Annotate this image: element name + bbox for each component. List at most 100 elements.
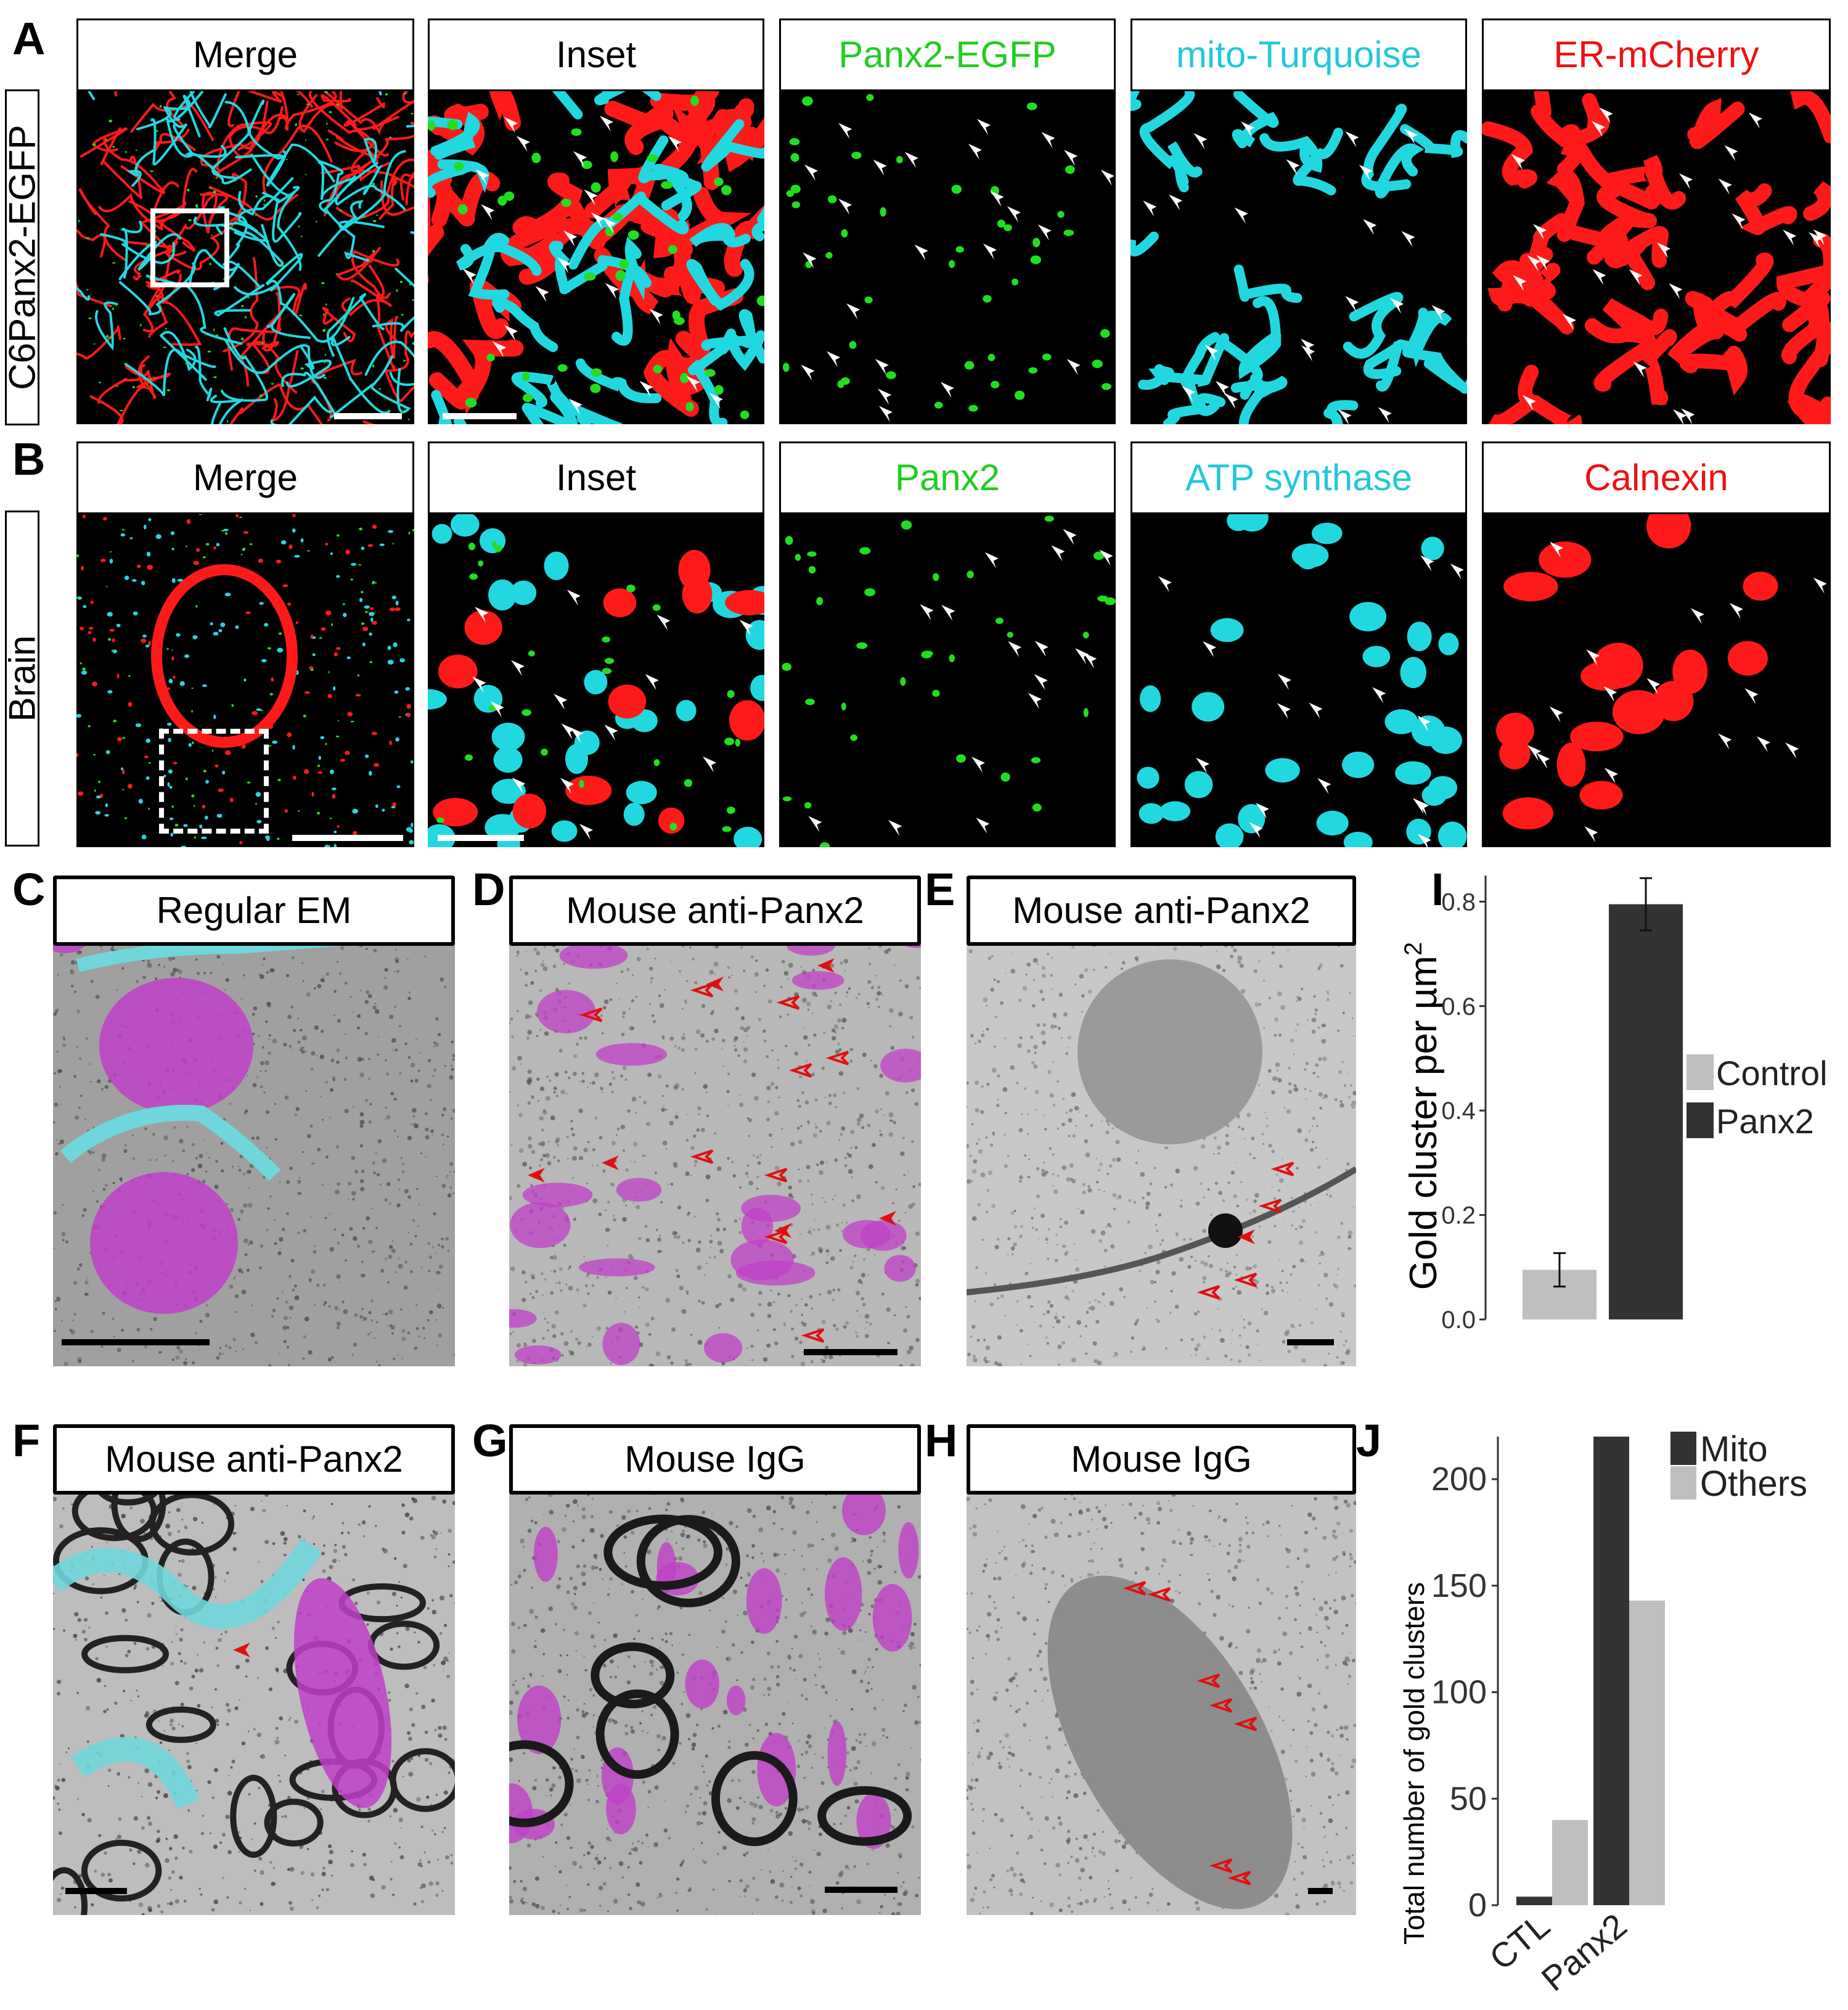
texture-dot — [1336, 1356, 1339, 1358]
texture-dot — [754, 972, 759, 977]
texture-dot — [826, 1120, 831, 1126]
texture-dot — [395, 1048, 398, 1052]
signal-blob — [318, 755, 322, 760]
texture-dot — [256, 1136, 260, 1140]
texture-dot — [1036, 1167, 1040, 1171]
texture-dot — [1011, 953, 1013, 954]
texture-dot — [399, 1855, 404, 1860]
texture-dot — [1352, 1091, 1356, 1096]
texture-dot — [339, 1309, 341, 1311]
texture-dot — [438, 1333, 442, 1338]
texture-dot — [449, 1186, 452, 1189]
texture-dot — [178, 1560, 181, 1562]
texture-dot — [802, 998, 807, 1003]
texture-dot — [798, 1075, 803, 1079]
texture-dot — [978, 1138, 981, 1141]
texture-dot — [915, 1231, 920, 1236]
texture-dot — [549, 1256, 553, 1260]
texture-dot — [441, 1183, 446, 1188]
texture-dot — [215, 1596, 217, 1598]
texture-dot — [200, 1893, 203, 1896]
texture-dot — [453, 1353, 455, 1356]
texture-dot — [1271, 1186, 1273, 1188]
signal-blob — [329, 818, 332, 819]
signal-blob — [322, 313, 325, 316]
texture-dot — [717, 1218, 721, 1222]
texture-dot — [227, 1850, 232, 1855]
texture-dot — [105, 1646, 108, 1647]
texture-dot — [1203, 1196, 1206, 1199]
texture-dot — [755, 991, 758, 993]
texture-dot — [368, 1077, 370, 1080]
texture-dot — [247, 1268, 250, 1272]
texture-dot — [425, 1156, 427, 1158]
signal-blob — [1539, 541, 1592, 578]
arrowhead-icon — [827, 351, 841, 367]
texture-dot — [142, 975, 147, 980]
texture-dot — [84, 1625, 86, 1626]
texture-dot — [251, 1012, 255, 1016]
texture-dot — [558, 1049, 563, 1053]
texture-dot — [298, 1535, 301, 1539]
signal-blob — [726, 806, 735, 814]
texture-dot — [240, 1209, 244, 1214]
texture-dot — [529, 1166, 533, 1170]
signal-blob — [259, 709, 263, 712]
arrowhead-icon — [668, 136, 682, 152]
signal-blob — [819, 842, 830, 847]
open-arrowhead-icon — [764, 1168, 788, 1183]
texture-dot — [104, 1851, 107, 1855]
texture-dot — [1166, 1146, 1169, 1149]
scale-bar — [1287, 1339, 1334, 1345]
arrowhead-icon — [475, 607, 489, 623]
texture-dot — [750, 1344, 754, 1348]
arrowhead-icon — [1338, 409, 1352, 424]
texture-dot — [1227, 1262, 1229, 1265]
texture-dot — [557, 1159, 560, 1163]
signal-tubule — [658, 101, 754, 177]
texture-dot — [192, 1586, 197, 1591]
texture-dot — [574, 1337, 579, 1341]
texture-dot — [854, 1146, 858, 1149]
texture-dot — [1106, 1223, 1111, 1227]
signal-blob — [362, 216, 366, 218]
texture-dot — [1020, 1363, 1023, 1365]
texture-dot — [164, 1154, 166, 1157]
texture-dot — [1209, 1263, 1214, 1268]
texture-dot — [436, 1175, 438, 1178]
texture-dot — [1082, 1190, 1086, 1195]
texture-dot — [687, 1737, 690, 1741]
texture-dot — [324, 1301, 327, 1304]
texture-dot — [828, 1355, 833, 1360]
texture-dot — [357, 1026, 361, 1030]
texture-dot — [433, 1045, 435, 1048]
texture-dot — [838, 1139, 841, 1142]
mitochondrion — [595, 1043, 668, 1066]
texture-dot — [573, 1054, 578, 1058]
texture-dot — [555, 1137, 560, 1142]
texture-dot — [529, 1292, 532, 1295]
signal-tubule — [1534, 91, 1552, 120]
texture-dot — [401, 1329, 406, 1333]
texture-dot — [781, 1900, 784, 1902]
texture-dot — [645, 1322, 650, 1327]
texture-dot — [336, 1274, 341, 1279]
texture-dot — [630, 1729, 635, 1734]
texture-dot — [1153, 1167, 1156, 1170]
texture-dot — [136, 1689, 138, 1692]
signal-blob — [389, 607, 396, 612]
signal-blob — [124, 575, 129, 580]
texture-dot — [986, 1189, 990, 1192]
texture-dot — [825, 1224, 831, 1230]
texture-dot — [1182, 1237, 1186, 1241]
arrowhead-icon — [1729, 602, 1743, 619]
texture-dot — [603, 1857, 607, 1860]
texture-dot — [319, 1095, 321, 1097]
texture-dot — [905, 1306, 907, 1308]
signal-blob — [880, 207, 886, 217]
texture-dot — [629, 1026, 634, 1031]
texture-dot — [168, 1876, 172, 1880]
texture-dot — [809, 1899, 815, 1905]
signal-blob — [92, 681, 97, 687]
texture-dot — [867, 1681, 870, 1684]
